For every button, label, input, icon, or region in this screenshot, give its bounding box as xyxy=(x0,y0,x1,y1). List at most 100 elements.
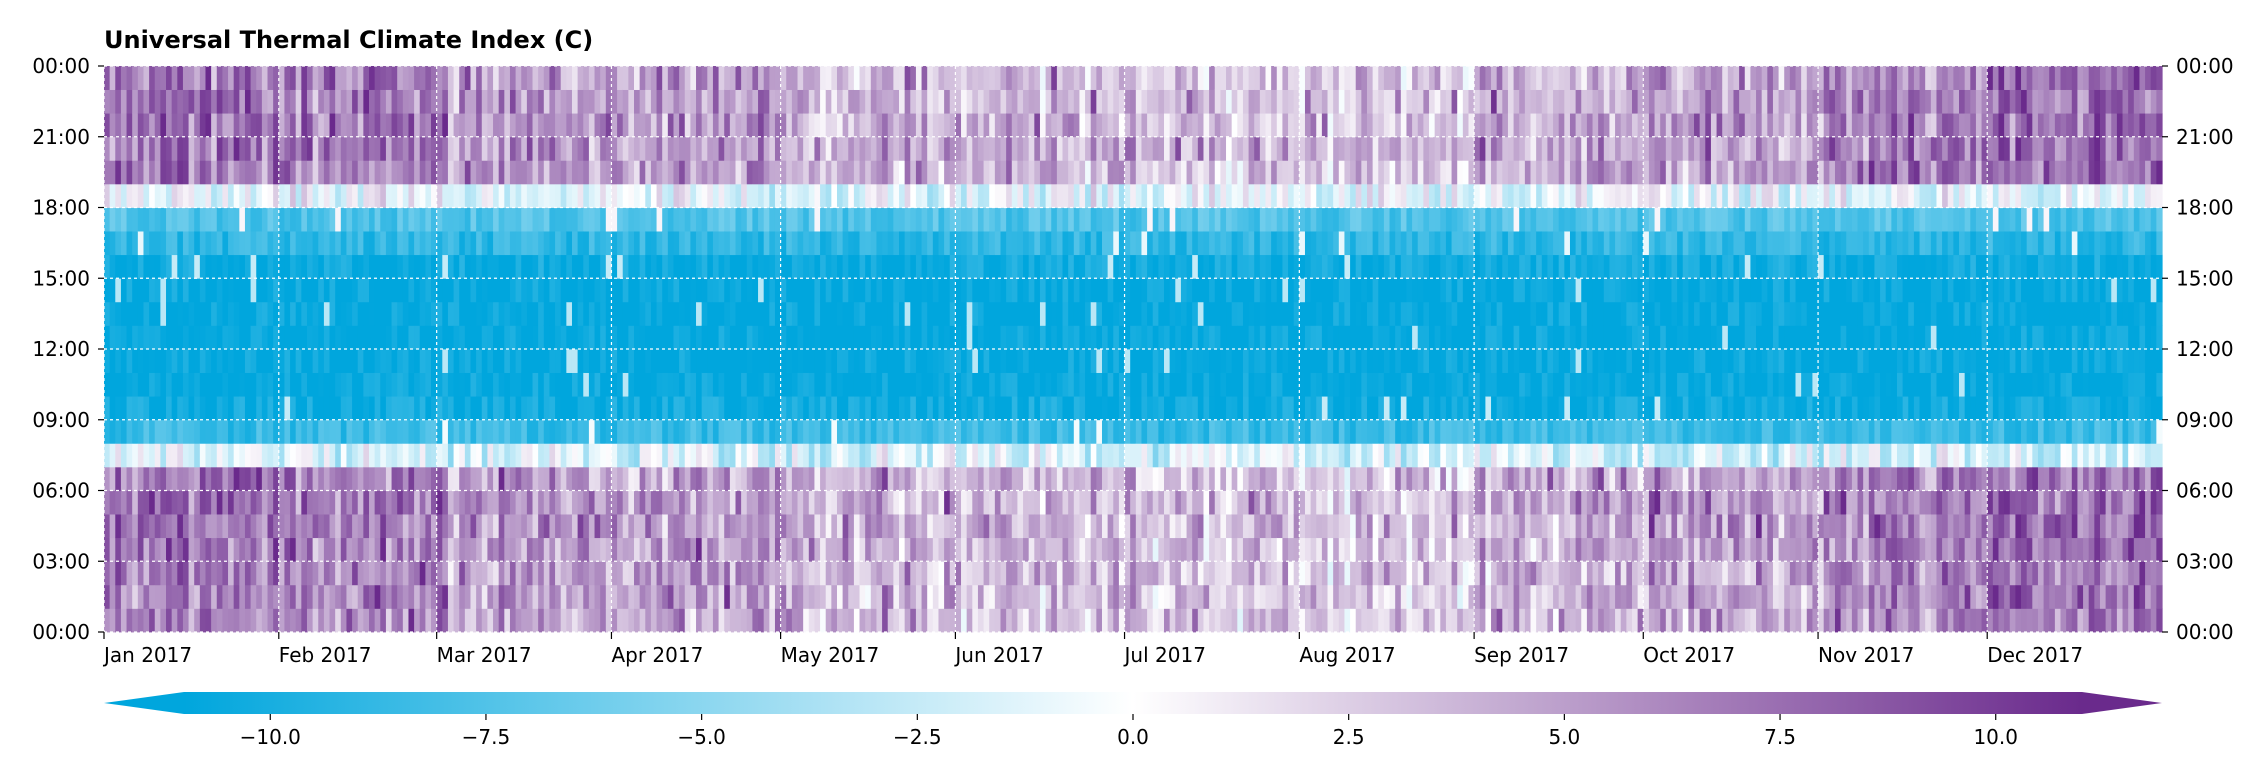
heat-cell xyxy=(1259,466,1267,491)
heat-cell xyxy=(774,537,782,562)
heat-cell xyxy=(318,301,325,326)
heat-cell xyxy=(955,443,962,468)
heat-cell xyxy=(481,349,489,373)
heat-cell xyxy=(701,537,708,562)
heat-cell xyxy=(1056,89,1064,114)
heat-cell xyxy=(340,514,348,539)
heat-cell xyxy=(250,136,257,161)
heat-cell xyxy=(870,231,878,256)
heat-cell xyxy=(1107,372,1114,397)
heat-cell xyxy=(1169,278,1176,303)
heat-cell xyxy=(515,207,522,232)
heat-cell xyxy=(921,301,928,326)
heat-cell xyxy=(109,207,116,232)
heat-cell xyxy=(369,349,376,373)
heat-cell xyxy=(915,561,923,586)
heat-cell xyxy=(617,89,624,114)
heat-cell xyxy=(1090,160,1097,185)
heat-cell xyxy=(1073,231,1081,256)
heat-cell xyxy=(989,254,996,279)
heat-cell xyxy=(425,113,432,138)
heat-cell xyxy=(1169,466,1176,491)
heat-cell xyxy=(357,301,364,326)
heat-cell xyxy=(493,301,500,326)
heat-cell xyxy=(650,183,658,208)
heat-cell xyxy=(470,254,477,279)
heat-cell xyxy=(239,301,246,326)
heat-cell xyxy=(526,419,534,444)
heat-cell xyxy=(842,537,849,562)
heat-cell xyxy=(1226,537,1233,562)
heat-cell xyxy=(673,466,680,491)
heat-cell xyxy=(526,490,534,515)
heat-cell xyxy=(154,231,161,256)
heat-cell xyxy=(1085,466,1092,491)
heat-cell xyxy=(1147,514,1154,539)
heat-cell xyxy=(267,136,274,161)
heat-cell xyxy=(306,66,314,90)
heat-cell xyxy=(385,490,393,515)
heat-cell xyxy=(1124,349,1131,373)
heat-cell xyxy=(1226,372,1233,397)
heat-cell xyxy=(115,278,122,303)
heat-cell xyxy=(132,183,139,208)
heat-cell xyxy=(115,301,122,326)
heat-cell xyxy=(335,349,342,373)
heat-cell xyxy=(1231,89,1238,114)
heat-cell xyxy=(1186,372,1193,397)
heat-cell xyxy=(752,113,759,138)
heat-cell xyxy=(459,396,466,421)
heat-cell xyxy=(1034,136,1041,161)
heat-cell xyxy=(560,183,567,208)
heat-cell xyxy=(1085,113,1092,138)
heat-cell xyxy=(758,278,765,303)
heat-cell xyxy=(1265,136,1272,161)
heat-cell xyxy=(532,608,539,633)
heat-cell xyxy=(1169,183,1176,208)
heat-cell xyxy=(1265,278,1272,303)
heat-cell xyxy=(1011,66,1019,90)
heat-cell xyxy=(509,66,517,90)
heat-cell xyxy=(250,514,257,539)
heat-cell xyxy=(290,183,297,208)
heat-cell xyxy=(662,349,669,373)
heat-cell xyxy=(859,136,866,161)
heat-cell xyxy=(408,514,415,539)
heat-cell xyxy=(594,183,601,208)
heat-cell xyxy=(1034,443,1041,468)
heat-cell xyxy=(560,584,567,609)
heat-cell xyxy=(329,396,336,421)
heat-cell xyxy=(932,561,940,586)
heat-cell xyxy=(120,207,128,232)
heat-cell xyxy=(1062,466,1069,491)
heat-cell xyxy=(1045,113,1052,138)
heat-cell xyxy=(149,419,156,444)
heat-cell xyxy=(1090,254,1097,279)
heat-cell xyxy=(555,278,562,303)
heat-cell xyxy=(414,325,421,350)
heat-cell xyxy=(340,490,348,515)
heat-cell xyxy=(391,113,398,138)
heat-cell xyxy=(487,561,494,586)
heat-cell xyxy=(374,254,381,279)
heat-cell xyxy=(650,608,658,633)
heat-cell xyxy=(1124,231,1131,256)
heat-cell xyxy=(791,254,799,279)
heat-cell xyxy=(786,254,793,279)
heat-cell xyxy=(1039,136,1047,161)
heat-cell xyxy=(352,136,359,161)
heat-cell xyxy=(1118,396,1126,421)
heat-cell xyxy=(143,113,150,138)
heat-cell xyxy=(385,136,393,161)
heat-cell xyxy=(487,89,494,114)
heat-cell xyxy=(1175,396,1182,421)
heat-cell xyxy=(1051,207,1058,232)
heat-cell xyxy=(560,466,567,491)
heat-cell xyxy=(459,301,466,326)
heat-cell xyxy=(1203,537,1210,562)
heat-cell xyxy=(865,278,872,303)
heat-cell xyxy=(921,349,928,373)
heat-cell xyxy=(758,207,765,232)
heat-cell xyxy=(149,113,156,138)
heat-cell xyxy=(436,231,443,256)
